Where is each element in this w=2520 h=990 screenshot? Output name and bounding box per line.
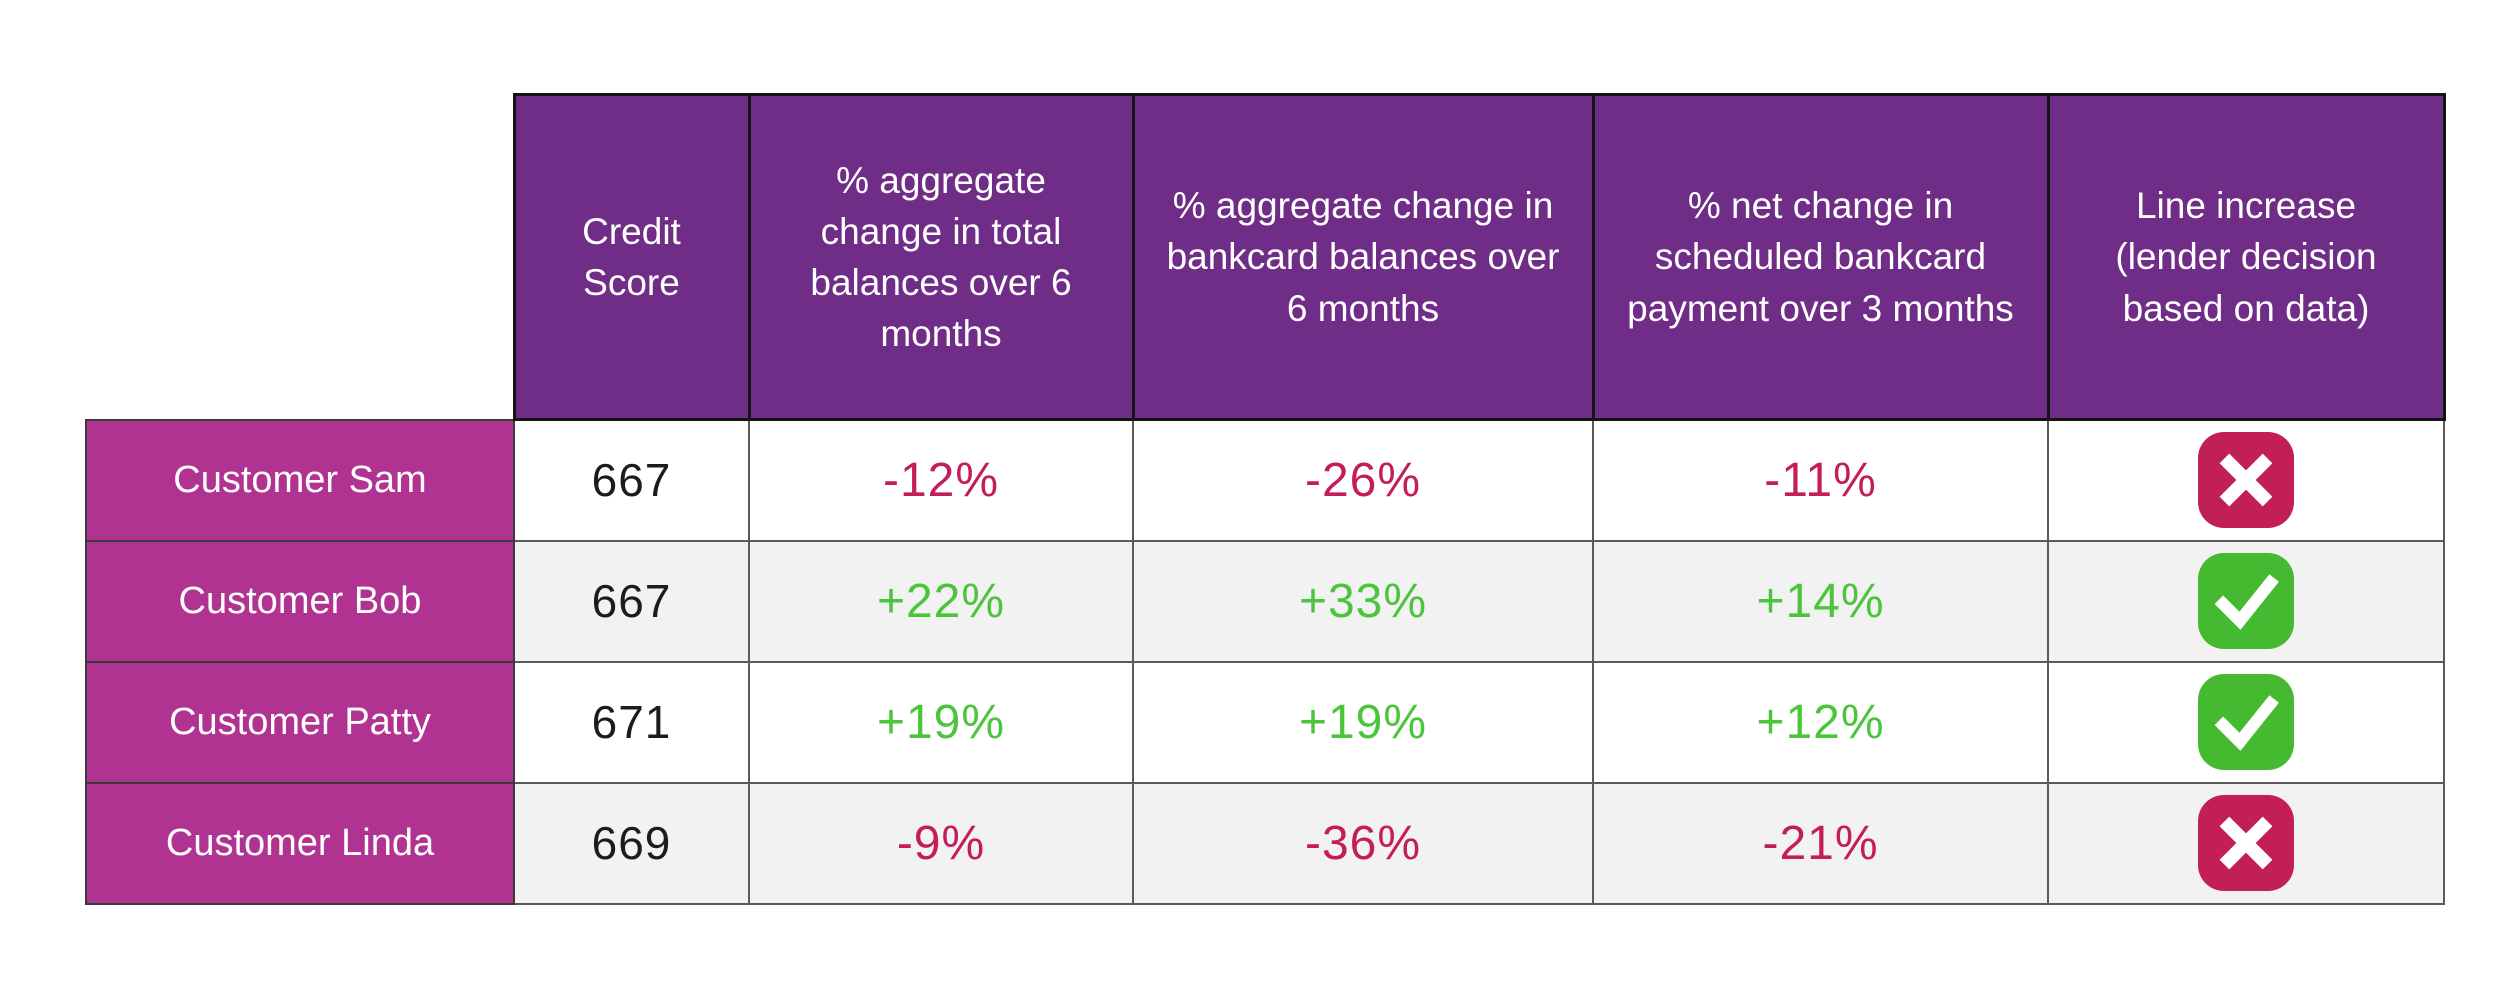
scheduled-payment-change-cell: +14% <box>1592 539 2049 663</box>
cross-icon <box>2219 453 2273 507</box>
decision-cell <box>2047 539 2445 663</box>
decision-badge <box>2198 432 2294 529</box>
table-row: Customer Patty 671 +19% +19% +12% <box>85 660 2445 784</box>
credit-score-cell: 671 <box>513 660 750 784</box>
column-header-scheduled-payment: % net change in scheduled bankcard payme… <box>1591 93 2050 421</box>
check-icon <box>2214 574 2279 630</box>
decision-badge <box>2198 795 2294 891</box>
table-row: Customer Linda 669 -9% -36% -21% <box>85 781 2445 905</box>
row-label: Customer Sam <box>85 418 515 542</box>
credit-score-cell: 667 <box>513 418 750 542</box>
table-row: Customer Sam 667 -12% -26% -11% <box>85 418 2445 542</box>
credit-score-cell: 669 <box>513 781 750 905</box>
corner-cell <box>86 95 514 420</box>
total-balances-change-cell: -12% <box>748 418 1134 542</box>
decision-cell <box>2047 660 2445 784</box>
credit-metrics-table: Credit Score % aggregate change in total… <box>85 93 2446 905</box>
decision-badge <box>2198 553 2294 649</box>
column-header-credit-score: Credit Score <box>512 93 751 421</box>
row-label: Customer Patty <box>85 660 515 784</box>
scheduled-payment-change-cell: -11% <box>1592 418 2049 542</box>
total-balances-change-cell: +22% <box>748 539 1134 663</box>
row-label: Customer Bob <box>85 539 515 663</box>
decision-cell <box>2047 781 2445 905</box>
total-balances-change-cell: -9% <box>748 781 1134 905</box>
scheduled-payment-change-cell: +12% <box>1592 660 2049 784</box>
cross-icon <box>2219 816 2273 870</box>
bankcard-balances-change-cell: +19% <box>1132 660 1594 784</box>
column-header-total-balances: % aggregate change in total balances ove… <box>747 93 1135 421</box>
scheduled-payment-change-cell: -21% <box>1592 781 2049 905</box>
decision-badge <box>2198 674 2294 770</box>
total-balances-change-cell: +19% <box>748 660 1134 784</box>
bankcard-balances-change-cell: +33% <box>1132 539 1594 663</box>
bankcard-balances-change-cell: -26% <box>1132 418 1594 542</box>
header-row: Credit Score % aggregate change in total… <box>86 93 2446 421</box>
credit-score-cell: 667 <box>513 539 750 663</box>
check-icon <box>2214 695 2279 751</box>
row-label: Customer Linda <box>85 781 515 905</box>
column-header-bankcard-balances: % aggregate change in bankcard balances … <box>1131 93 1595 421</box>
bankcard-balances-change-cell: -36% <box>1132 781 1594 905</box>
column-header-line-increase: Line increase (lender decision based on … <box>2046 93 2446 421</box>
decision-cell <box>2047 418 2445 542</box>
table-row: Customer Bob 667 +22% +33% +14% <box>85 539 2445 663</box>
